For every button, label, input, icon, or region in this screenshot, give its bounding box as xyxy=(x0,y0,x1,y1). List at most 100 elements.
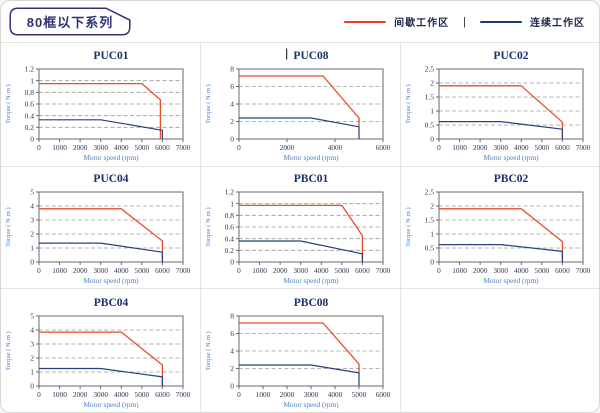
x-tick-label: 0 xyxy=(437,143,441,152)
x-tick-label: 3000 xyxy=(293,266,308,275)
intermittent-zone-line xyxy=(439,207,564,262)
legend-blue-line xyxy=(480,20,522,23)
chart-title: PUC02 xyxy=(493,50,528,62)
x-tick-label: 5000 xyxy=(535,266,550,275)
x-tick-label: 7000 xyxy=(176,266,191,275)
plot-frame xyxy=(438,68,584,139)
y-tick-label: 0 xyxy=(30,257,34,266)
y-tick-label: 2.5 xyxy=(425,187,435,196)
continuous-zone-line xyxy=(439,243,563,262)
y-tick-label: 4 xyxy=(230,346,234,355)
chart-cell-PUC02: PUC02 0 0.5 1 1.5 2 2.5 0 1000 2000 3000 4000 5000 60… xyxy=(401,43,599,167)
x-tick-label: 6000 xyxy=(155,143,170,152)
chart-title: PBC04 xyxy=(94,297,129,309)
intermittent-zone-line xyxy=(39,330,164,386)
y-tick-label: 0.8 xyxy=(25,87,35,96)
x-tick-label: 0 xyxy=(237,143,241,152)
x-tick-label: 5000 xyxy=(335,266,350,275)
x-tick-label: 6000 xyxy=(376,390,391,399)
chart-title: PUC04 xyxy=(93,173,128,185)
y-tick-label: 0 xyxy=(230,134,234,143)
x-tick-label: 2000 xyxy=(280,390,295,399)
y-tick-label: 1 xyxy=(430,229,434,238)
x-tick-label: 2000 xyxy=(73,266,88,275)
x-tick-label: 7000 xyxy=(176,390,191,399)
x-axis-label: Motor speed (rpm) xyxy=(283,400,339,409)
y-tick-label: 1 xyxy=(30,243,34,252)
y-tick-label: 4 xyxy=(30,325,34,334)
x-axis-label: Motor speed (rpm) xyxy=(83,153,139,162)
x-tick-label: 4000 xyxy=(114,390,129,399)
x-tick-label: 4000 xyxy=(514,266,529,275)
x-tick-label: 5000 xyxy=(135,143,150,152)
intermittent-zone-line xyxy=(39,207,164,262)
chart-PUC08: PUC08 0 2 4 6 8 0 2000 4000 6000 Motor speed (rpm)… xyxy=(205,48,391,162)
y-axis-label: Torque ( N·m ) xyxy=(5,331,12,370)
x-tick-label: 2000 xyxy=(473,266,488,275)
plot-frame xyxy=(38,191,184,262)
x-tick-label: 6000 xyxy=(355,266,370,275)
y-axis-label: Torque ( N·m ) xyxy=(205,84,212,123)
y-axis-label: Torque ( N·m ) xyxy=(205,331,212,370)
x-axis-label: Motor speed (rpm) xyxy=(283,153,339,162)
chart-cell-PBC02: PBC02 0 0.5 1 1.5 2 2.5 0 1000 2000 3000 4000 5000 60… xyxy=(401,167,599,289)
y-tick-label: 0.2 xyxy=(225,245,235,254)
y-tick-label: 0 xyxy=(430,134,434,143)
intermittent-zone-line xyxy=(439,84,564,139)
x-tick-label: 3000 xyxy=(93,390,108,399)
chart-title: PBC02 xyxy=(494,173,529,185)
chart-grid: PUC01 0 0.2 0.4 0.6 0.8 1 1.2 0 1000 2000 3000 4000 5… xyxy=(1,43,599,412)
y-axis-label: Torque ( N·m ) xyxy=(405,84,412,123)
chart-cell-PUC01: PUC01 0 0.2 0.4 0.6 0.8 1 1.2 0 1000 2000 3000 4000 5… xyxy=(1,43,201,167)
chart-cell-PBC01: PBC01 0 0.2 0.4 0.6 0.8 1 1.2 0 1000 2000 3000 4000 5… xyxy=(201,167,401,289)
y-tick-label: 6 xyxy=(230,82,234,91)
x-tick-label: 4000 xyxy=(314,266,329,275)
y-tick-label: 1.5 xyxy=(425,92,435,101)
continuous-zone-line xyxy=(239,116,360,139)
chart-cell-PBC08: PBC08 0 2 4 6 8 0 1000 2000 3000 4000 5000 6000 Motor… xyxy=(201,289,401,412)
chart-title: PBC01 xyxy=(294,173,329,185)
continuous-zone-line xyxy=(239,239,363,262)
y-tick-label: 0.4 xyxy=(25,111,35,120)
x-tick-label: 1000 xyxy=(52,390,67,399)
badge-outline xyxy=(9,7,131,36)
x-tick-label: 1000 xyxy=(52,266,67,275)
chart-PBC04: PBC04 0 1 2 3 4 5 0 1000 2000 3000 4000 5000 6000 7000… xyxy=(5,297,191,409)
x-tick-label: 4000 xyxy=(114,143,129,152)
y-tick-label: 0 xyxy=(30,134,34,143)
y-tick-label: 0.4 xyxy=(225,234,235,243)
chart-PUC04: PUC04 0 1 2 3 4 5 0 1000 2000 3000 4000 5000 6000 7000… xyxy=(5,173,191,285)
x-tick-label: 5000 xyxy=(135,266,150,275)
y-tick-label: 2 xyxy=(430,78,434,87)
continuous-zone-line xyxy=(39,241,163,262)
intermittent-zone-line xyxy=(239,321,360,373)
x-tick-label: 3000 xyxy=(93,266,108,275)
continuous-zone-line xyxy=(39,118,163,139)
y-tick-label: 1 xyxy=(230,199,234,208)
plot-frame xyxy=(38,315,184,386)
y-axis-label: Torque ( N·m ) xyxy=(405,207,412,246)
y-axis-label: Torque ( N·m ) xyxy=(5,207,12,246)
x-tick-label: 5000 xyxy=(135,390,150,399)
text-caret xyxy=(286,48,288,59)
x-tick-label: 3000 xyxy=(493,266,508,275)
y-tick-label: 0.5 xyxy=(425,120,435,129)
x-tick-label: 5000 xyxy=(352,390,367,399)
y-tick-label: 3 xyxy=(30,339,34,348)
y-tick-label: 1.2 xyxy=(225,187,235,196)
y-tick-label: 2 xyxy=(230,364,234,373)
x-tick-label: 0 xyxy=(437,266,441,275)
legend-red-line xyxy=(344,20,387,23)
y-tick-label: 1.5 xyxy=(425,215,435,224)
x-tick-label: 7000 xyxy=(576,143,591,152)
x-tick-label: 1000 xyxy=(452,266,467,275)
x-tick-label: 1000 xyxy=(256,390,271,399)
x-tick-label: 0 xyxy=(37,390,41,399)
legend: 间歇工作区 | 连续工作区 xyxy=(344,14,585,29)
chart-PUC02: PUC02 0 0.5 1 1.5 2 2.5 0 1000 2000 3000 4000 5000 60… xyxy=(405,50,591,162)
y-tick-label: 0.5 xyxy=(425,243,435,252)
intermittent-zone-line xyxy=(39,82,162,139)
x-tick-label: 6000 xyxy=(555,143,570,152)
y-tick-label: 0 xyxy=(230,257,234,266)
